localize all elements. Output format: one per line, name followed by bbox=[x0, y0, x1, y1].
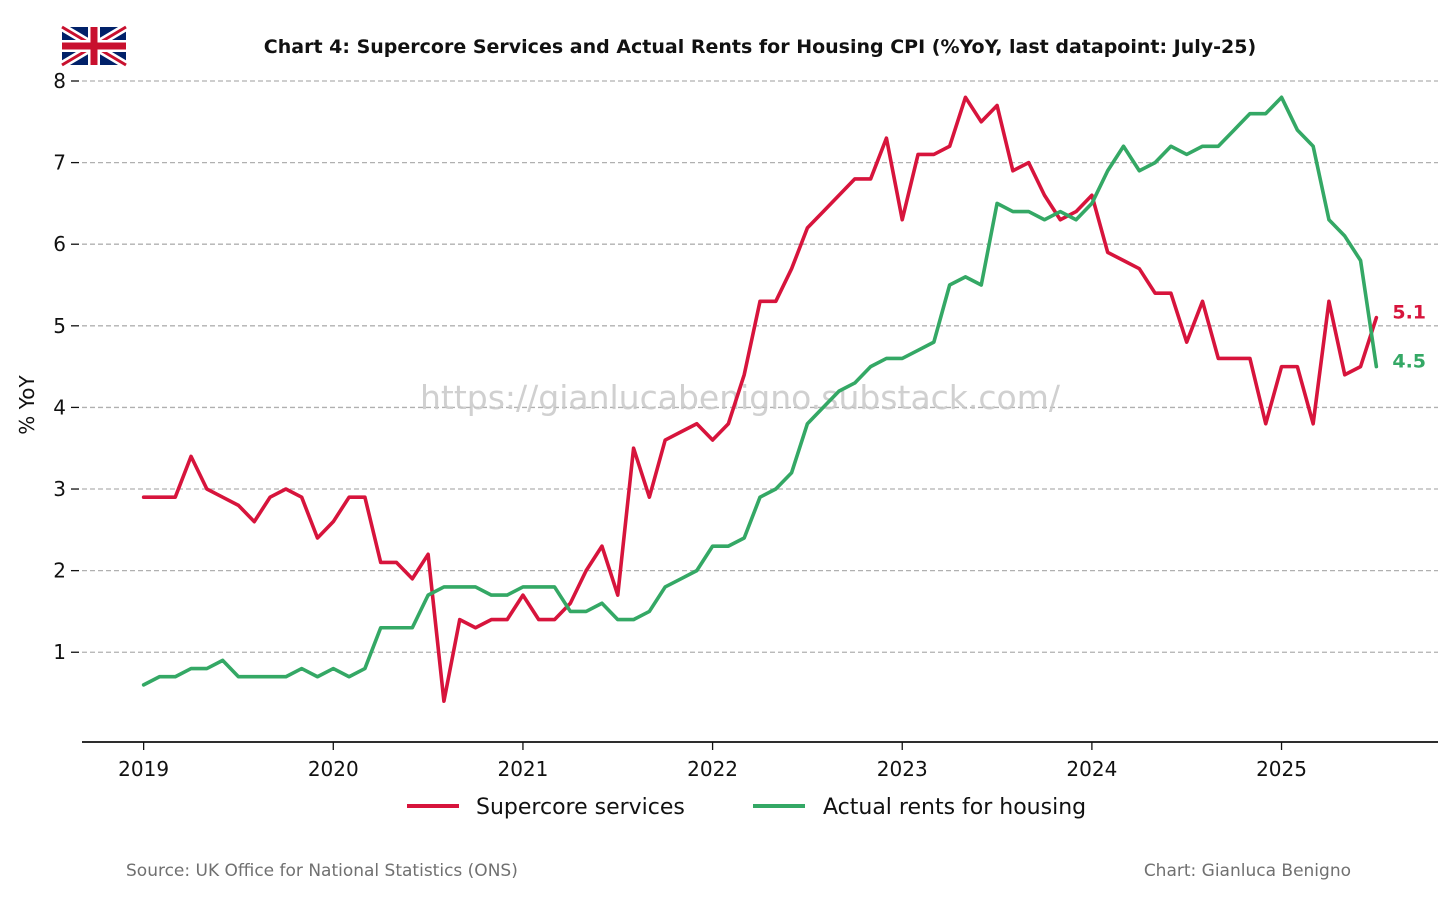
series-lines bbox=[141, 95, 1379, 703]
y-tick-label: 3 bbox=[53, 477, 66, 501]
source-note: Source: UK Office for National Statistic… bbox=[126, 861, 518, 881]
y-tick-label: 4 bbox=[53, 395, 66, 419]
chart-credit: Chart: Gianluca Benigno bbox=[1144, 861, 1351, 881]
y-axis-label: % YoY bbox=[15, 375, 39, 435]
x-tick-label: 2025 bbox=[1256, 757, 1307, 781]
y-tick-label: 6 bbox=[53, 232, 66, 256]
legend-label-supercore: Supercore services bbox=[476, 795, 685, 820]
x-tick-label: 2021 bbox=[497, 757, 548, 781]
y-tick-label: 7 bbox=[53, 151, 66, 175]
uk-flag-icon bbox=[59, 23, 129, 69]
end-labels: 5.1 4.5 bbox=[1392, 302, 1426, 373]
end-label-1: 4.5 bbox=[1392, 351, 1426, 373]
gridlines bbox=[82, 80, 1438, 653]
x-tick-label: 2020 bbox=[308, 757, 359, 781]
series-line-0 bbox=[141, 95, 1379, 703]
x-axis: 2019 2020 2021 2022 2023 2024 2025 bbox=[82, 741, 1438, 781]
legend-label-rents: Actual rents for housing bbox=[823, 795, 1086, 820]
x-tick-label: 2024 bbox=[1066, 757, 1117, 781]
y-tick-label: 5 bbox=[53, 314, 66, 338]
end-label-0: 5.1 bbox=[1392, 302, 1426, 324]
x-tick-label: 2023 bbox=[877, 757, 928, 781]
legend: Supercore services Actual rents for hous… bbox=[407, 795, 1086, 820]
y-axis: 1 2 3 4 5 6 7 8 bbox=[53, 69, 79, 664]
x-tick-label: 2022 bbox=[687, 757, 738, 781]
y-tick-label: 2 bbox=[53, 559, 66, 583]
y-tick-label: 1 bbox=[53, 640, 66, 664]
x-tick-label: 2019 bbox=[118, 757, 169, 781]
y-tick-label: 8 bbox=[53, 69, 66, 93]
chart-title: Chart 4: Supercore Services and Actual R… bbox=[264, 36, 1256, 58]
series-line-1 bbox=[141, 95, 1379, 687]
